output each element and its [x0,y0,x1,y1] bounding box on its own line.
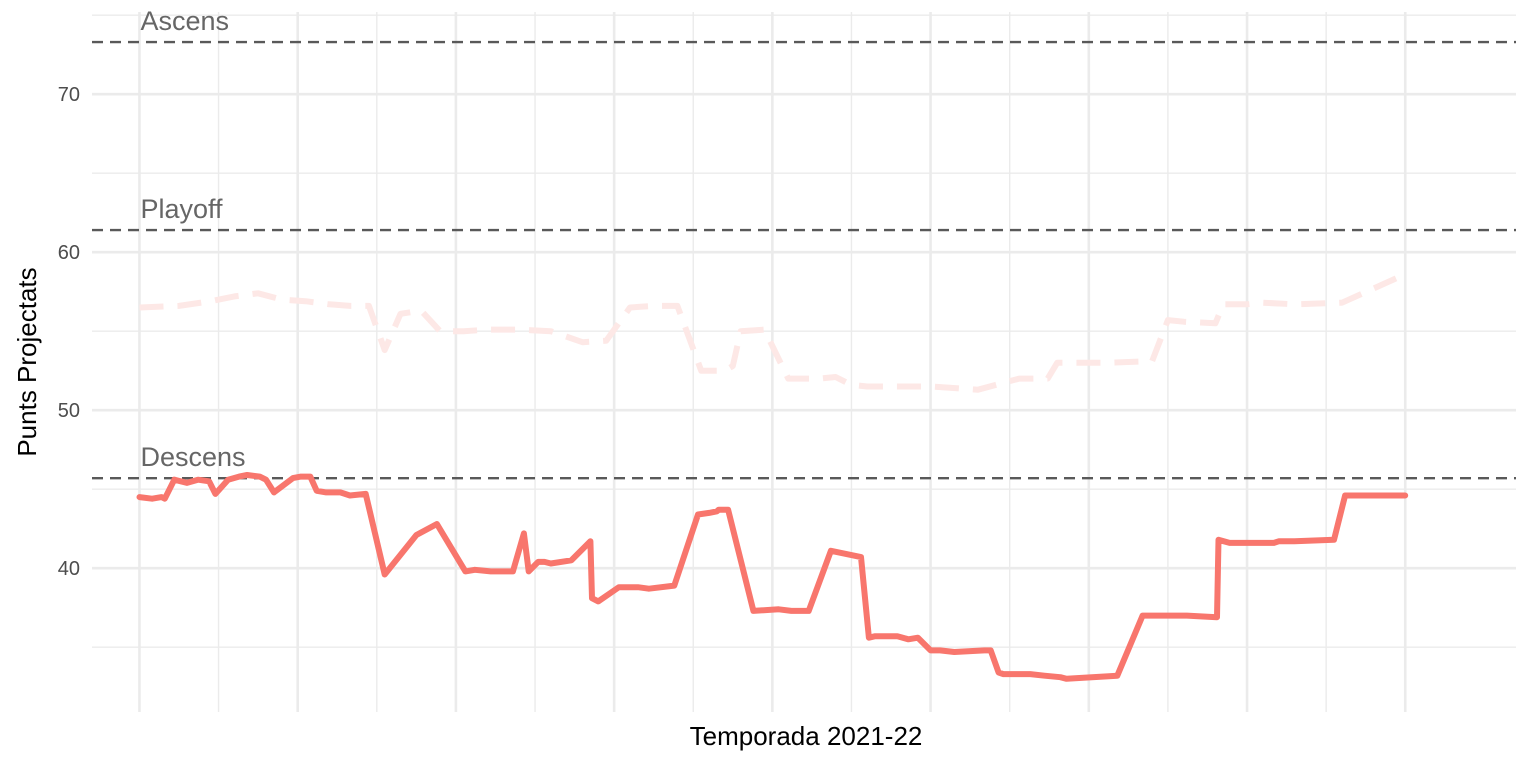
reference-line-label: Playoff [140,194,223,224]
reference-line-label: Descens [140,442,245,472]
x-axis-title: Temporada 2021-22 [690,721,923,751]
y-tick-labels: 40 50 60 70 [58,84,80,580]
grid-lines [92,12,1516,712]
series-line-projected_points [136,472,1409,682]
y-axis-title: Punts Projectats [12,267,42,456]
y-tick-label: 50 [58,400,80,422]
reference-line-label: Ascens [140,6,229,36]
y-tick-label: 70 [58,84,80,106]
reference-lines: Ascens Playoff Descens [92,6,1516,480]
y-tick-label: 60 [58,242,80,264]
series-group [136,271,1409,682]
series-line-faint_projection [139,271,1407,393]
y-tick-label: 40 [58,558,80,580]
